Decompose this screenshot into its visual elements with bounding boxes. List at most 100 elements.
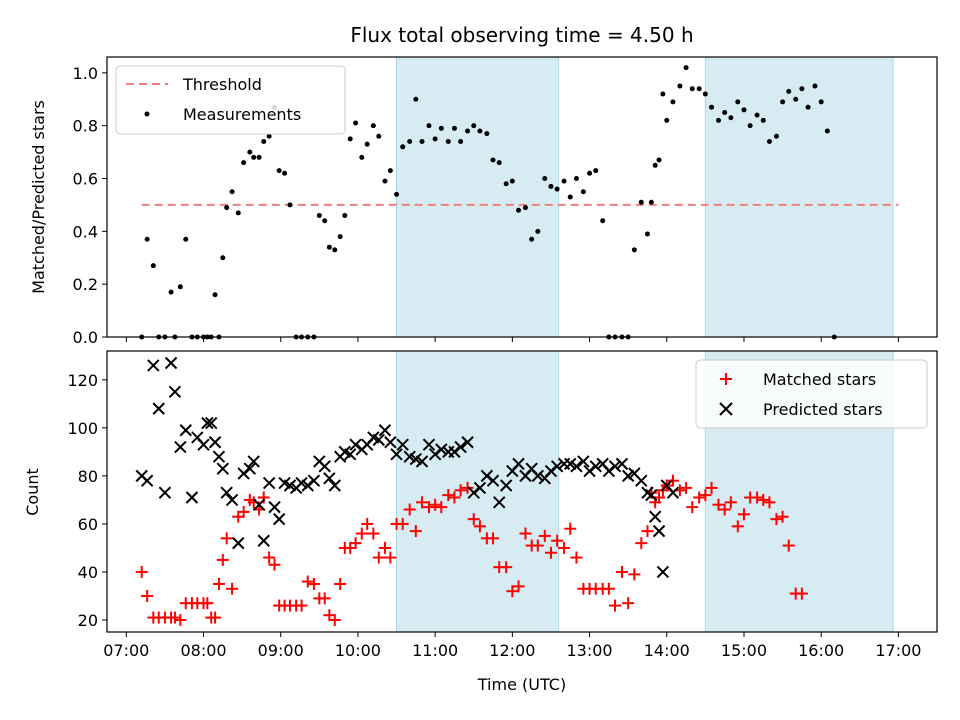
predicted-star-point bbox=[666, 486, 680, 499]
figure-title: Flux total observing time = 4.50 h bbox=[350, 23, 693, 47]
measurement-point bbox=[522, 205, 528, 211]
x-tick-label: 09:00 bbox=[258, 641, 304, 660]
matched-star-point bbox=[349, 537, 362, 550]
top-y-tick-label: 0.4 bbox=[73, 222, 98, 241]
top-y-tick-label: 0.0 bbox=[73, 328, 98, 347]
matched-star-point bbox=[328, 613, 341, 626]
bottom-x-axis: 07:00 08:00 09:00 10:00 11:00 12:00 13:00 14:00… bbox=[103, 632, 921, 660]
bottom-y-axis: 20 40 60 80 100 120 bbox=[67, 371, 107, 630]
matched-star-point bbox=[384, 551, 397, 564]
measurement-point bbox=[387, 168, 393, 174]
matched-star-point bbox=[731, 520, 744, 533]
matched-star-point bbox=[209, 611, 222, 624]
predicted-star-point bbox=[220, 486, 233, 499]
matched-star-point bbox=[718, 503, 731, 516]
matched-star-point bbox=[361, 517, 374, 530]
predicted-star-point bbox=[216, 462, 230, 475]
measurement-point bbox=[812, 83, 818, 89]
predicted-star-point bbox=[208, 436, 222, 449]
measurement-point bbox=[600, 218, 606, 224]
matched-star-point bbox=[641, 525, 654, 538]
measurement-point bbox=[235, 210, 241, 216]
measurement-point bbox=[144, 236, 150, 242]
matched-star-point bbox=[693, 491, 706, 504]
bottom-count-points bbox=[135, 356, 808, 626]
predicted-star-point bbox=[384, 436, 397, 449]
matched-star-point bbox=[237, 505, 250, 518]
measurement-point bbox=[664, 117, 670, 123]
measurement-point bbox=[458, 139, 464, 145]
predicted-star-point bbox=[473, 481, 487, 495]
measurement-point bbox=[766, 139, 772, 145]
measurement-point bbox=[580, 189, 586, 195]
matched-star-point bbox=[757, 493, 770, 506]
measurement-point bbox=[741, 107, 747, 113]
bottom-legend-box bbox=[695, 359, 928, 429]
measurement-point bbox=[542, 176, 548, 182]
matched-star-point bbox=[409, 525, 422, 538]
measurement-point bbox=[261, 139, 267, 145]
measurement-point bbox=[394, 191, 400, 197]
bottom-y-tick-label: 120 bbox=[67, 371, 98, 390]
matched-star-point bbox=[770, 513, 783, 526]
predicted-star-point bbox=[179, 424, 192, 437]
measurement-point bbox=[587, 170, 593, 176]
predicted-star-point bbox=[272, 512, 286, 526]
measurement-point bbox=[593, 168, 599, 174]
matched-star-point bbox=[686, 501, 699, 514]
matched-star-point bbox=[782, 539, 795, 552]
measurement-point bbox=[332, 247, 338, 253]
predicted-star-point bbox=[415, 455, 429, 468]
matched-star-point bbox=[609, 599, 622, 612]
predicted-star-point bbox=[262, 476, 276, 490]
top-observing-window-1 bbox=[396, 56, 560, 338]
bottom-y-tick-label: 40 bbox=[78, 563, 98, 582]
matched-star-point bbox=[307, 577, 320, 590]
matched-star-point bbox=[454, 484, 467, 497]
predicted-star-point bbox=[147, 359, 160, 372]
measurement-point bbox=[683, 65, 689, 71]
matched-star-point bbox=[615, 565, 628, 578]
matched-star-point bbox=[334, 577, 347, 590]
predicted-star-point bbox=[396, 438, 409, 451]
matched-star-point bbox=[372, 551, 385, 564]
measurement-point bbox=[702, 91, 708, 97]
measurement-point bbox=[773, 133, 779, 139]
measurement-point bbox=[696, 86, 702, 92]
measurement-point bbox=[660, 91, 666, 97]
measurement-point bbox=[316, 212, 322, 218]
measurement-point bbox=[276, 168, 282, 174]
measurement-point bbox=[370, 123, 376, 129]
measurement-point bbox=[656, 157, 662, 163]
predicted-star-point bbox=[318, 460, 331, 473]
measurement-point bbox=[535, 228, 541, 234]
top-y-tick-label: 0.8 bbox=[73, 117, 98, 136]
matched-star-point bbox=[403, 503, 416, 516]
matched-star-point bbox=[263, 551, 276, 564]
measurement-point bbox=[709, 104, 715, 110]
predicted-star-point bbox=[152, 402, 165, 415]
matched-star-point bbox=[448, 491, 461, 504]
predicted-star-point bbox=[422, 438, 436, 451]
measurement-point bbox=[413, 96, 419, 102]
top-legend-box bbox=[115, 65, 346, 135]
matched-star-point bbox=[174, 613, 187, 626]
top-y-tick-label: 1.0 bbox=[73, 64, 98, 83]
measurement-point bbox=[805, 104, 811, 110]
matched-star-point bbox=[442, 489, 455, 502]
matched-star-point bbox=[473, 520, 486, 533]
measurement-point bbox=[818, 99, 824, 105]
predicted-star-point bbox=[608, 460, 622, 473]
matched-star-point bbox=[422, 501, 435, 514]
top-plot-frame bbox=[106, 56, 938, 338]
matched-star-point bbox=[680, 481, 693, 494]
predicted-star-point bbox=[577, 455, 590, 468]
predicted-star-point bbox=[531, 469, 545, 483]
measurement-point bbox=[529, 236, 535, 242]
measurement-point bbox=[786, 88, 792, 94]
top-y-tick-label: 0.2 bbox=[73, 275, 98, 294]
measurement-point bbox=[251, 154, 257, 160]
measurements-legend-label: Measurements bbox=[183, 105, 301, 124]
bottom-y-tick-label: 100 bbox=[67, 419, 98, 438]
